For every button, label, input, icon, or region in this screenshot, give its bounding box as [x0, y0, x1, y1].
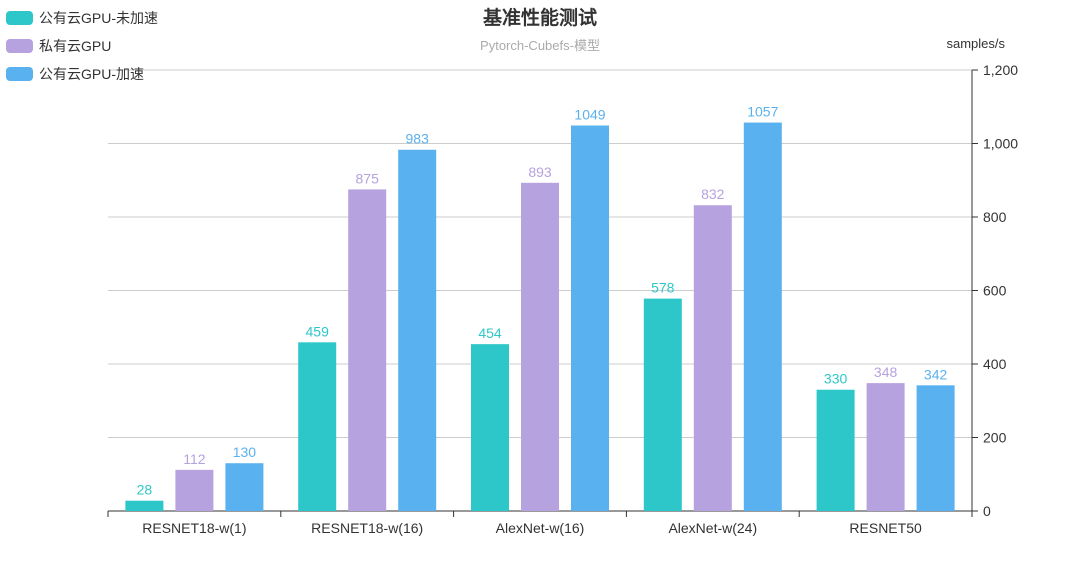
- y-tick-label: 200: [983, 430, 1007, 446]
- y-tick-label: 0: [983, 503, 991, 519]
- bar: [471, 344, 509, 511]
- data-label: 130: [233, 444, 257, 460]
- data-label: 1049: [574, 106, 605, 122]
- y-tick-label: 800: [983, 209, 1007, 225]
- legend-label: 公有云GPU-未加速: [39, 10, 158, 26]
- bar: [398, 149, 437, 511]
- legend-swatch: [6, 67, 33, 81]
- chart-subtitle: Pytorch-Cubefs-模型: [480, 38, 600, 53]
- data-label: 578: [651, 280, 675, 296]
- legend-item-public-gpu-accelerated[interactable]: 公有云GPU-加速: [6, 60, 158, 88]
- bar: [175, 469, 214, 511]
- data-label: 342: [924, 366, 948, 382]
- legend-label: 公有云GPU-加速: [39, 66, 144, 82]
- data-labels: 28 112 130 459 875 983 454 893 1049 578 832 1057 330…: [137, 104, 948, 498]
- y-tick-label: 1,000: [983, 136, 1018, 152]
- bar: [571, 125, 609, 512]
- bar: [348, 189, 387, 511]
- x-tick-label: AlexNet-w(24): [668, 520, 757, 536]
- chart-title: 基准性能测试: [482, 8, 597, 29]
- legend-swatch: [6, 11, 33, 25]
- x-tick-label: RESNET50: [849, 520, 922, 536]
- bar: [866, 383, 905, 511]
- data-label: 330: [824, 371, 848, 387]
- y-tick-label: 600: [983, 283, 1007, 299]
- data-label: 112: [183, 451, 206, 467]
- legend-label: 私有云GPU: [39, 38, 112, 54]
- data-label: 348: [874, 364, 898, 380]
- data-label: 454: [478, 325, 502, 341]
- bar: [816, 389, 855, 511]
- data-label: 1057: [747, 104, 778, 120]
- legend-item-private-gpu[interactable]: 私有云GPU: [6, 32, 158, 60]
- legend-item-public-gpu-unaccelerated[interactable]: 公有云GPU-未加速: [6, 4, 158, 32]
- bar: [743, 122, 782, 512]
- y-tick-label: 400: [983, 356, 1007, 372]
- data-label: 875: [356, 170, 380, 186]
- data-label: 983: [406, 131, 430, 147]
- bar: [643, 298, 682, 511]
- data-label: 459: [306, 323, 330, 339]
- bars: [125, 122, 955, 512]
- bar: [298, 342, 337, 511]
- y-axis-unit: samples/s: [946, 36, 1005, 51]
- bar: [125, 500, 164, 511]
- data-label: 832: [701, 186, 725, 202]
- bar: [225, 463, 264, 511]
- x-tick-label: AlexNet-w(16): [496, 520, 585, 536]
- legend-swatch: [6, 39, 33, 53]
- x-tick-label: RESNET18-w(16): [311, 520, 423, 536]
- y-tick-label: 1,200: [983, 62, 1018, 78]
- x-tick-label: RESNET18-w(1): [142, 520, 246, 536]
- data-label: 893: [528, 164, 552, 180]
- bar: [916, 385, 955, 511]
- bar: [521, 182, 559, 511]
- legend: 公有云GPU-未加速 私有云GPU 公有云GPU-加速: [6, 4, 158, 88]
- bar: [693, 205, 732, 512]
- data-label: 28: [137, 482, 153, 498]
